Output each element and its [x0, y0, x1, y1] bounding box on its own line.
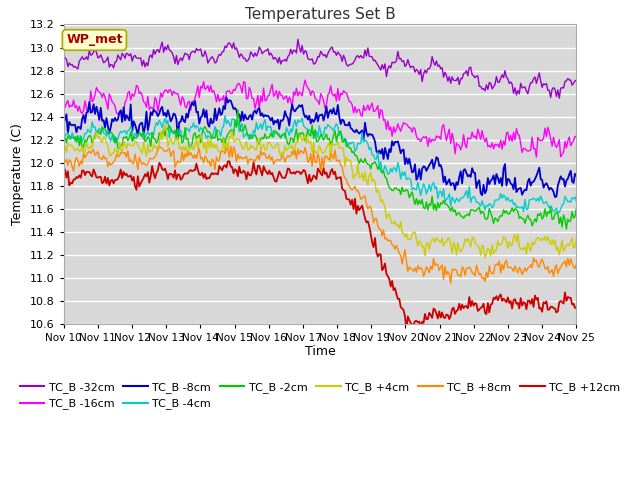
TC_B +8cm [447, 280, 454, 286]
Line: TC_B +8cm: TC_B +8cm [63, 146, 577, 283]
Line: TC_B -4cm: TC_B -4cm [63, 116, 577, 213]
TC_B +12cm [225, 158, 233, 164]
TC_B -16cm [212, 99, 220, 105]
TC_B -8cm [212, 117, 220, 123]
TC_B +4cm [214, 148, 221, 154]
TC_B +4cm [60, 147, 67, 153]
Line: TC_B -32cm: TC_B -32cm [63, 39, 577, 98]
TC_B +4cm [481, 255, 489, 261]
TC_B -16cm [60, 98, 67, 104]
TC_B -16cm [230, 86, 237, 92]
TC_B -16cm [123, 97, 131, 103]
TC_B -2cm [123, 133, 131, 139]
TC_B -8cm [223, 95, 230, 100]
TC_B -4cm [221, 113, 229, 119]
TC_B -32cm [212, 59, 220, 65]
TC_B -32cm [123, 50, 131, 56]
TC_B -32cm [556, 96, 563, 101]
TC_B -8cm [285, 122, 293, 128]
TC_B +4cm [123, 145, 131, 151]
TC_B -4cm [545, 205, 553, 211]
TC_B -2cm [563, 226, 570, 232]
TC_B -2cm [285, 141, 293, 147]
TC_B +8cm [123, 155, 131, 160]
TC_B +8cm [240, 155, 248, 161]
TC_B -4cm [285, 132, 293, 138]
TC_B -8cm [573, 173, 580, 179]
TC_B +12cm [212, 171, 220, 177]
Line: TC_B -16cm: TC_B -16cm [63, 80, 577, 157]
TC_B -16cm [301, 77, 309, 83]
TC_B -4cm [554, 210, 562, 216]
Line: TC_B -8cm: TC_B -8cm [63, 97, 577, 197]
TC_B -16cm [573, 134, 580, 140]
TC_B -8cm [60, 121, 67, 127]
TC_B -4cm [60, 129, 67, 134]
Line: TC_B -2cm: TC_B -2cm [63, 110, 577, 229]
TC_B +4cm [231, 139, 239, 145]
TC_B -4cm [212, 128, 220, 134]
TC_B +12cm [240, 168, 248, 174]
TC_B -8cm [231, 105, 239, 111]
TC_B +8cm [227, 144, 235, 149]
TC_B -8cm [545, 187, 553, 192]
TC_B -2cm [230, 133, 237, 139]
TC_B +12cm [231, 167, 239, 172]
TC_B +8cm [60, 159, 67, 165]
TC_B +8cm [573, 262, 580, 267]
TC_B -16cm [284, 100, 292, 106]
TC_B +12cm [60, 168, 67, 173]
TC_B +12cm [403, 326, 410, 332]
TC_B -32cm [238, 52, 246, 58]
TC_B +8cm [231, 148, 239, 154]
Text: WP_met: WP_met [66, 34, 123, 47]
TC_B -32cm [60, 50, 67, 56]
Line: TC_B +4cm: TC_B +4cm [63, 125, 577, 258]
TC_B +8cm [547, 269, 554, 275]
TC_B -32cm [284, 54, 292, 60]
TC_B +12cm [285, 166, 293, 172]
TC_B -4cm [231, 117, 239, 123]
TC_B +12cm [547, 304, 554, 310]
TC_B +8cm [212, 154, 220, 160]
TC_B -2cm [240, 127, 248, 133]
TC_B -32cm [573, 77, 580, 83]
TC_B -2cm [573, 205, 580, 211]
TC_B -2cm [212, 127, 220, 132]
TC_B -32cm [230, 40, 237, 46]
TC_B -4cm [573, 199, 580, 204]
Title: Temperatures Set B: Temperatures Set B [244, 7, 396, 22]
TC_B -32cm [294, 36, 301, 42]
TC_B -8cm [240, 118, 248, 123]
TC_B -4cm [240, 134, 248, 140]
Y-axis label: Temperature (C): Temperature (C) [11, 123, 24, 225]
TC_B -32cm [545, 87, 553, 93]
TC_B +8cm [285, 154, 293, 160]
TC_B -16cm [532, 154, 540, 160]
TC_B +4cm [573, 236, 580, 241]
TC_B -16cm [547, 136, 554, 142]
TC_B -2cm [545, 211, 553, 216]
TC_B -2cm [60, 141, 67, 146]
TC_B -2cm [234, 107, 242, 113]
TC_B -8cm [123, 112, 131, 118]
TC_B +12cm [573, 304, 580, 310]
TC_B +4cm [547, 241, 554, 247]
TC_B +4cm [161, 122, 169, 128]
Legend: TC_B -32cm, TC_B -16cm, TC_B -8cm, TC_B -4cm, TC_B -2cm, TC_B +4cm, TC_B +8cm, T: TC_B -32cm, TC_B -16cm, TC_B -8cm, TC_B … [15, 378, 625, 414]
TC_B +4cm [240, 146, 248, 152]
TC_B +12cm [123, 171, 131, 177]
TC_B -4cm [123, 132, 131, 137]
TC_B +4cm [285, 143, 293, 149]
Line: TC_B +12cm: TC_B +12cm [63, 161, 577, 329]
TC_B -8cm [551, 194, 559, 200]
TC_B -16cm [238, 90, 246, 96]
X-axis label: Time: Time [305, 345, 335, 358]
